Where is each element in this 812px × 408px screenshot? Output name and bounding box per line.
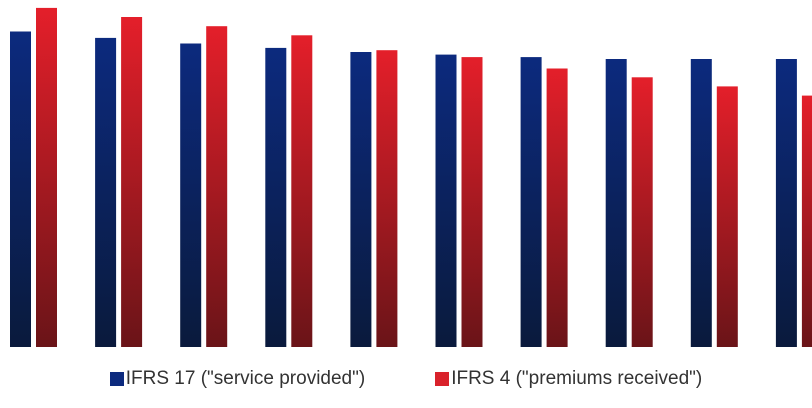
legend-swatch-ifrs4	[435, 372, 450, 386]
bar-ifrs17-5	[350, 52, 372, 347]
bar-ifrs17-9	[690, 59, 712, 347]
legend-item-ifrs17: IFRS 17 ("service provided")	[109, 368, 366, 390]
bar-ifrs4-5	[376, 50, 398, 347]
legend-label-ifrs17: IFRS 17 ("service provided")	[125, 368, 366, 389]
bar-ifrs17-10	[775, 59, 797, 347]
legend-swatch-ifrs17	[109, 372, 124, 386]
bar-ifrs17-6	[435, 54, 457, 347]
bar-ifrs17-2	[95, 37, 117, 348]
bar-ifrs17-1	[10, 31, 31, 347]
chart-legend: IFRS 17 ("service provided") IFRS 4 ("pr…	[0, 368, 812, 390]
bar-ifrs4-6	[461, 57, 483, 347]
bar-ifrs4-2	[121, 17, 143, 347]
bar-chart	[10, 7, 812, 348]
bar-ifrs17-3	[180, 43, 202, 347]
legend-label-ifrs4: IFRS 4 ("premiums received")	[451, 368, 703, 389]
bar-ifrs4-3	[206, 26, 228, 347]
bar-ifrs4-4	[291, 35, 313, 348]
legend-item-ifrs4: IFRS 4 ("premiums received")	[435, 368, 702, 390]
bar-ifrs4-9	[716, 86, 738, 348]
bar-ifrs4-7	[546, 68, 568, 347]
bar-ifrs4-10	[801, 95, 812, 347]
bar-ifrs4-8	[631, 77, 653, 348]
bar-ifrs4-1	[36, 7, 57, 348]
bar-ifrs17-8	[605, 59, 627, 347]
bars-group	[10, 7, 812, 348]
bar-ifrs17-4	[265, 47, 287, 348]
bar-ifrs17-7	[520, 57, 542, 347]
